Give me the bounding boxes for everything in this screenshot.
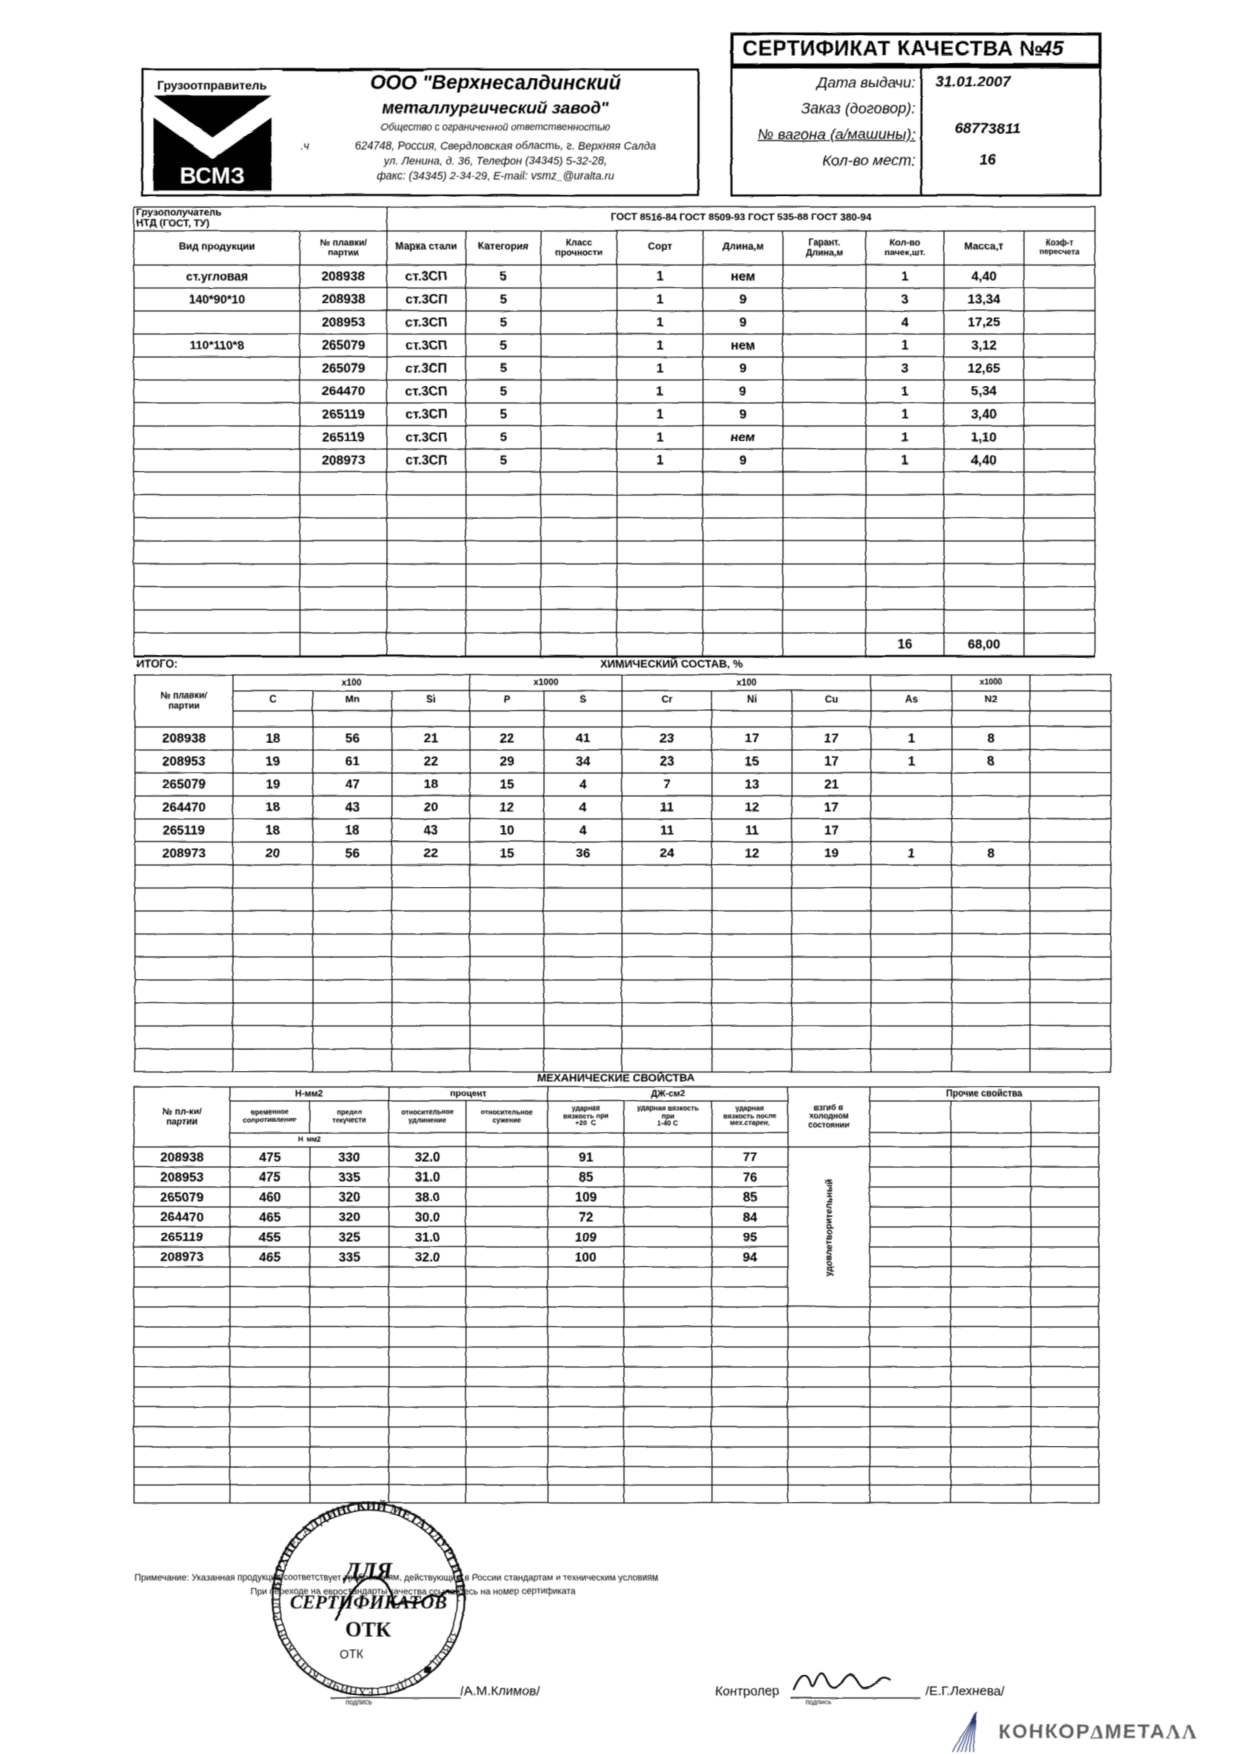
svg-text:ВСМЗ: ВСМЗ bbox=[179, 162, 245, 188]
